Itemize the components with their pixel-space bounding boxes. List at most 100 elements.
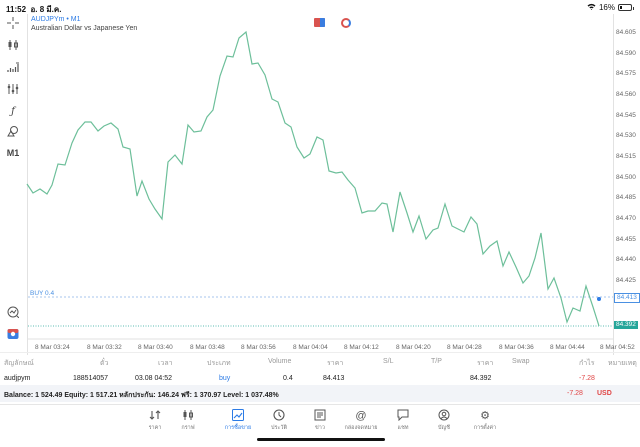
cell-profit: -7.28 — [579, 375, 595, 382]
tab-trade[interactable]: การซื้อขาย — [218, 409, 258, 432]
header-tp: T/P — [431, 358, 442, 365]
chart-symbol: AUDJPYm — [31, 16, 65, 23]
header-time: เวลา — [158, 360, 173, 367]
y-tick: 84.575 — [616, 70, 636, 77]
profit-currency: USD — [597, 390, 612, 397]
trade-chart-icon — [218, 409, 258, 423]
candles-icon — [168, 409, 208, 423]
cell-volume: 0.4 — [283, 375, 293, 382]
x-tick: 8 Mar 03:32 — [87, 344, 122, 351]
y-tick: 84.530 — [616, 132, 636, 139]
x-tick: 8 Mar 03:40 — [138, 344, 173, 351]
x-tick: 8 Mar 03:56 — [241, 344, 276, 351]
bid-price-tag: 84.392 — [614, 321, 638, 329]
order-marker[interactable] — [597, 297, 601, 301]
cell-symbol: audjpym — [4, 375, 31, 382]
one-click-panel-icon[interactable] — [314, 18, 325, 27]
price-axis[interactable] — [613, 14, 640, 355]
quotes-arrows-icon — [135, 409, 175, 423]
function-icon[interactable]: ƒ — [11, 105, 15, 117]
x-tick: 8 Mar 03:48 — [190, 344, 225, 351]
x-tick: 8 Mar 04:28 — [447, 344, 482, 351]
trade-table: สัญลักษณ์ ตั๋ว เวลา ประเภท Volume ราคา S… — [0, 352, 640, 388]
header-comment: หมายเหตุ — [608, 360, 637, 367]
y-tick: 84.560 — [616, 91, 636, 98]
tab-settings[interactable]: ⚙ การตั้งค่า — [465, 409, 505, 432]
header-open-price: ราคา — [327, 360, 344, 367]
news-icon — [300, 409, 340, 423]
header-symbol: สัญลักษณ์ — [4, 360, 34, 367]
account-icon — [424, 409, 464, 423]
y-tick: 84.605 — [616, 29, 636, 36]
buy-order-label[interactable]: BUY 0.4 — [30, 290, 55, 297]
cell-type: buy — [219, 375, 231, 382]
table-row[interactable]: audjpym 188514057 03.08 04:52 buy 0.4 84… — [0, 370, 640, 388]
chart-timeframe: • M1 — [66, 16, 81, 23]
timeframe-button[interactable]: M1 — [6, 148, 20, 158]
x-tick: 8 Mar 04:12 — [344, 344, 379, 351]
status-bar: 11:52 อ. 8 มี.ค. 16% — [0, 0, 640, 14]
header-sl: S/L — [383, 358, 394, 365]
chat-icon — [383, 409, 423, 423]
open-price-tag: 84.413 — [614, 293, 640, 303]
chart-title: AUDJPYm • M1 Australian Dollar vs Japane… — [31, 15, 137, 33]
settings-gear-icon: ⚙ — [480, 410, 490, 422]
tab-history[interactable]: ประวัติ — [259, 409, 299, 432]
header-type: ประเภท — [207, 360, 231, 367]
y-tick: 84.425 — [616, 277, 636, 284]
tab-news[interactable]: ข่าว — [300, 409, 340, 432]
tab-chat[interactable]: แชท — [383, 409, 423, 432]
y-tick: 84.500 — [616, 174, 636, 181]
x-tick: 8 Mar 04:20 — [396, 344, 431, 351]
chart-type-candles-icon[interactable] — [6, 38, 20, 52]
status-time: 11:52 อ. 8 มี.ค. — [6, 5, 62, 14]
x-tick: 8 Mar 04:36 — [499, 344, 534, 351]
x-tick: 8 Mar 04:44 — [550, 344, 585, 351]
x-tick: 8 Mar 04:04 — [293, 344, 328, 351]
trade-table-header: สัญลักษณ์ ตั๋ว เวลา ประเภท Volume ราคา S… — [0, 352, 640, 370]
tab-charts[interactable]: กราฟ — [168, 409, 208, 432]
x-tick: 8 Mar 04:52 — [600, 344, 635, 351]
y-tick: 84.545 — [616, 112, 636, 119]
header-ticket: ตั๋ว — [100, 360, 109, 367]
y-tick: 84.590 — [616, 50, 636, 57]
y-tick: 84.515 — [616, 153, 636, 160]
header-price: ราคา — [477, 360, 494, 367]
indicators-icon[interactable] — [6, 60, 20, 74]
mailbox-at-icon: @ — [355, 410, 367, 422]
wifi-icon — [587, 3, 596, 12]
objects-shapes-icon[interactable] — [6, 124, 20, 138]
header-swap: Swap — [512, 358, 530, 365]
bottom-tab-bar: ราคา กราฟ การซื้อขาย ประวัติ ข่าว @ กล่อ… — [0, 404, 640, 447]
home-indicator[interactable] — [257, 438, 385, 441]
balance-summary: Balance: 1 524.49 Equity: 1 517.21 หลักป… — [0, 385, 640, 402]
tab-mailbox[interactable]: @ กล่องจดหมาย — [341, 409, 381, 432]
y-tick: 84.485 — [616, 194, 636, 201]
balance-text: Balance: 1 524.49 Equity: 1 517.21 หลักป… — [4, 392, 279, 399]
cell-open-price: 84.413 — [323, 375, 345, 382]
total-profit: -7.28 — [567, 390, 583, 397]
trade-signal-ring-icon[interactable] — [341, 18, 351, 28]
header-volume: Volume — [268, 358, 292, 365]
history-clock-icon — [259, 409, 299, 423]
header-profit: กำไร — [579, 360, 595, 367]
crosshair-icon[interactable] — [6, 16, 20, 30]
cell-price: 84.392 — [470, 375, 492, 382]
chart-top-icons — [314, 18, 351, 28]
x-tick: 8 Mar 03:24 — [35, 344, 70, 351]
tab-quotes[interactable]: ราคา — [135, 409, 175, 432]
chart-description: Australian Dollar vs Japanese Yen — [31, 25, 138, 32]
battery-percent: 16% — [598, 3, 615, 12]
price-line-chart — [26, 30, 613, 340]
status-right: 16% — [587, 3, 634, 12]
cell-ticket: 188514057 — [73, 375, 109, 382]
y-tick: 84.455 — [616, 236, 636, 243]
chart-settings-icon[interactable] — [6, 82, 20, 96]
one-click-trading-icon[interactable] — [6, 327, 20, 341]
cell-time: 03.08 04:52 — [135, 375, 172, 382]
y-tick: 84.440 — [616, 256, 636, 263]
price-polyline — [26, 30, 600, 327]
trade-levels-icon[interactable] — [6, 305, 20, 319]
y-tick: 84.470 — [616, 215, 636, 222]
tab-account[interactable]: บัญชี — [424, 409, 464, 432]
